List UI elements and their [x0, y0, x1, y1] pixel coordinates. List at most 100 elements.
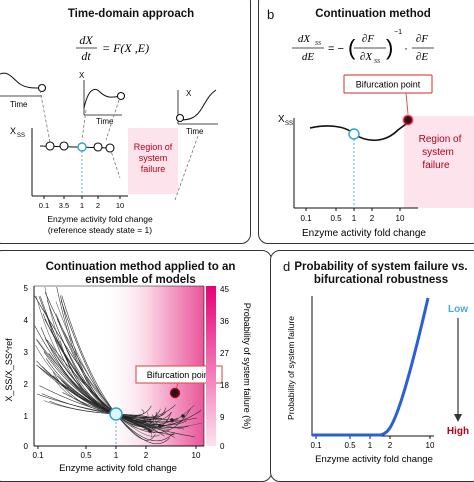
panel-d-xtick-1: 0.5 [344, 441, 356, 450]
panel-c-reference-point [109, 407, 123, 421]
panel-b-graphic: dX SS dE = − ( ∂F ∂X SS ) −1 · ∂F ∂E Bif… [278, 29, 474, 239]
eqb-lhs-num: dX [298, 33, 312, 45]
panel-a-tick-4: 10 [116, 201, 124, 210]
panel-c-xtick-1: 0.5 [80, 451, 92, 460]
eqb-p1-den-sub: SS [374, 59, 380, 65]
panel-c-ytick-5: 5 [24, 284, 29, 293]
inset-mid-xlabel: Time [96, 117, 114, 126]
panel-d-xtick-3: 2 [388, 441, 393, 450]
panel-c-colorbar [206, 286, 216, 446]
panel-c-ytick-1: 1 [24, 412, 29, 421]
panel-d-graphic: Probability of system failure 0.1 0.5 1 … [286, 296, 469, 465]
panel-b-tick-1: 0.5 [330, 214, 342, 223]
panel-a-region-l3: failure [141, 164, 166, 174]
eqb-p1-den: ∂X [360, 51, 373, 63]
panel-a-xlabel-note: (reference steady state = 1) [48, 225, 152, 235]
panel-b-region-l2: system [422, 147, 454, 158]
panel-d-ylabel: Probability of system failure [286, 316, 296, 420]
ensemble-endpoint [170, 418, 174, 422]
ensemble-curve [40, 296, 150, 429]
panel-b-letter: b [267, 7, 275, 22]
panel-a-ylabel: X [10, 126, 16, 136]
panel-b-title: Continuation method [315, 8, 431, 20]
panel-b-region-l1: Region of [419, 134, 462, 145]
panel-a-equation: dX dt = F(X ,E) [76, 33, 149, 63]
panel-a: Time-domain approach [0, 0, 251, 244]
panel-b-region-l3: failure [422, 160, 450, 171]
panel-c-bifurcation-marker [169, 387, 181, 399]
panel-c-xtick-2: 1 [114, 451, 119, 460]
eq-num: dX [79, 33, 93, 47]
panel-a-tick-1: 3.5 [59, 201, 69, 210]
inset-mid: X Time [79, 71, 126, 141]
panel-c-cbar-tick-2: 27 [220, 349, 229, 358]
ensemble-endpoint [148, 429, 152, 433]
eqb-lhs-num-sub: SS [315, 41, 321, 47]
inset-right-ylabel: X [186, 89, 192, 98]
inset-right-xlabel: Time [186, 127, 204, 136]
ensemble-endpoint [158, 424, 162, 428]
eqb-lhs-den: dE [302, 51, 315, 63]
panel-a-region-l2: system [139, 153, 168, 163]
panel-b-tick-3: 2 [370, 214, 375, 223]
panel-d: d Probability of system failure vs. bifu… [270, 250, 474, 482]
panel-b-callout [343, 74, 433, 94]
eq-rhs: = F(X ,E) [102, 41, 149, 55]
panel-c-title-2: ensemble of models [85, 274, 196, 286]
panel-d-title-2: bifurcational robustness [313, 274, 449, 286]
panel-b-equation: dX SS dE = − ( ∂F ∂X SS ) −1 · ∂F ∂E [292, 29, 434, 65]
panel-b-ylabel: X [278, 114, 285, 125]
eqb-exp: −1 [394, 29, 402, 36]
panel-c-cbar-tick-5: 0 [220, 442, 225, 451]
panel-b-callout-text: Bifurcation point [356, 80, 421, 90]
panel-d-letter: d [283, 259, 291, 274]
panel-d-xlabel: Enzyme activity fold change [315, 454, 433, 465]
panel-b-axes: X SS 0.1 0.5 1 2 10 Enzyme activity fold… [278, 114, 426, 239]
inset-left: Time [0, 72, 51, 143]
panel-a-tick-3: 2 [96, 201, 100, 210]
panel-c-cbar-tick-0: 45 [220, 285, 229, 294]
ensemble-curve [61, 295, 156, 441]
panel-a-title: Time-domain approach [67, 8, 195, 20]
panel-d-xtick-0: 0.1 [310, 441, 322, 450]
panel-a-tick-2: 1 [80, 201, 84, 210]
ensemble-endpoint [181, 414, 185, 418]
eqb-p1-num: ∂F [362, 33, 374, 45]
eqb-p2-den: ∂E [416, 51, 428, 63]
panel-c-ytick-2: 2 [24, 380, 29, 389]
inset-right: X Time [175, 89, 218, 136]
panel-d-curve [312, 297, 430, 437]
svg-text:(: ( [348, 35, 356, 60]
panel-c-cbar-tick-3: 18 [220, 381, 229, 390]
panel-c-cbar-label: Probability of system failure (%) [242, 303, 252, 430]
eqb-dot: · [404, 41, 408, 55]
panel-c-xlabel: Enzyme activity fold change [59, 463, 177, 474]
panel-d-low-label: Low [448, 304, 468, 315]
panel-c-ytick-3: 3 [24, 348, 29, 357]
panel-c-callout [135, 365, 223, 384]
panel-c-xtick-4: 10 [192, 451, 201, 460]
panel-a-ysub: SS [17, 133, 25, 139]
panel-c-ylabel: X_SS/X_SS^ref [4, 338, 14, 402]
panel-a-xlabel: Enzyme activity fold change [47, 214, 153, 224]
panel-b-xlabel: Enzyme activity fold change [302, 228, 426, 239]
panel-c-cbar-tick-4: 9 [220, 413, 225, 422]
svg-text:): ) [386, 35, 393, 60]
panel-c-xtick-0: 0.1 [32, 451, 44, 460]
panel-c-ytick-0: 0 [24, 442, 29, 451]
panel-b-ysub: SS [285, 121, 293, 127]
panel-d-high-label: High [447, 426, 469, 437]
panel-b-tick-2: 1 [352, 214, 357, 223]
inset-left-xlabel: Time [10, 100, 28, 109]
panel-b-failure-region [404, 116, 474, 208]
eqb-p2-num: ∂F [416, 33, 428, 45]
panel-b-tick-0: 0.1 [300, 214, 312, 223]
eqb-mid: = − [328, 43, 344, 55]
panel-c-graphic: 5 4 3 2 1 0 X_SS/X_SS^ref 0.1 0.5 1 2 10… [4, 284, 252, 474]
panel-a-graphic: dX dt = F(X ,E) Time X Time X Time Regio… [0, 33, 218, 235]
panel-c-ytick-4: 4 [24, 316, 29, 325]
panel-a-axes: X SS 0.1 3.5 1 2 10 Enzyme activity fold… [10, 126, 199, 235]
panel-a-tick-0: 0.1 [39, 201, 49, 210]
panel-d-xtick-2: 1 [368, 441, 373, 450]
eq-den: dt [81, 49, 91, 63]
